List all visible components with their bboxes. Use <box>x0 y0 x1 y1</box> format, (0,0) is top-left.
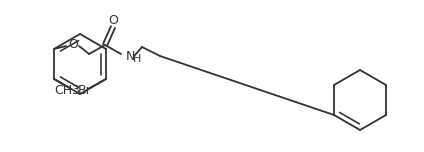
Text: H: H <box>133 54 141 64</box>
Text: O: O <box>68 38 78 52</box>
Text: O: O <box>108 14 118 26</box>
Text: Br: Br <box>78 83 92 97</box>
Text: CH3: CH3 <box>54 83 80 97</box>
Text: N: N <box>126 50 135 62</box>
